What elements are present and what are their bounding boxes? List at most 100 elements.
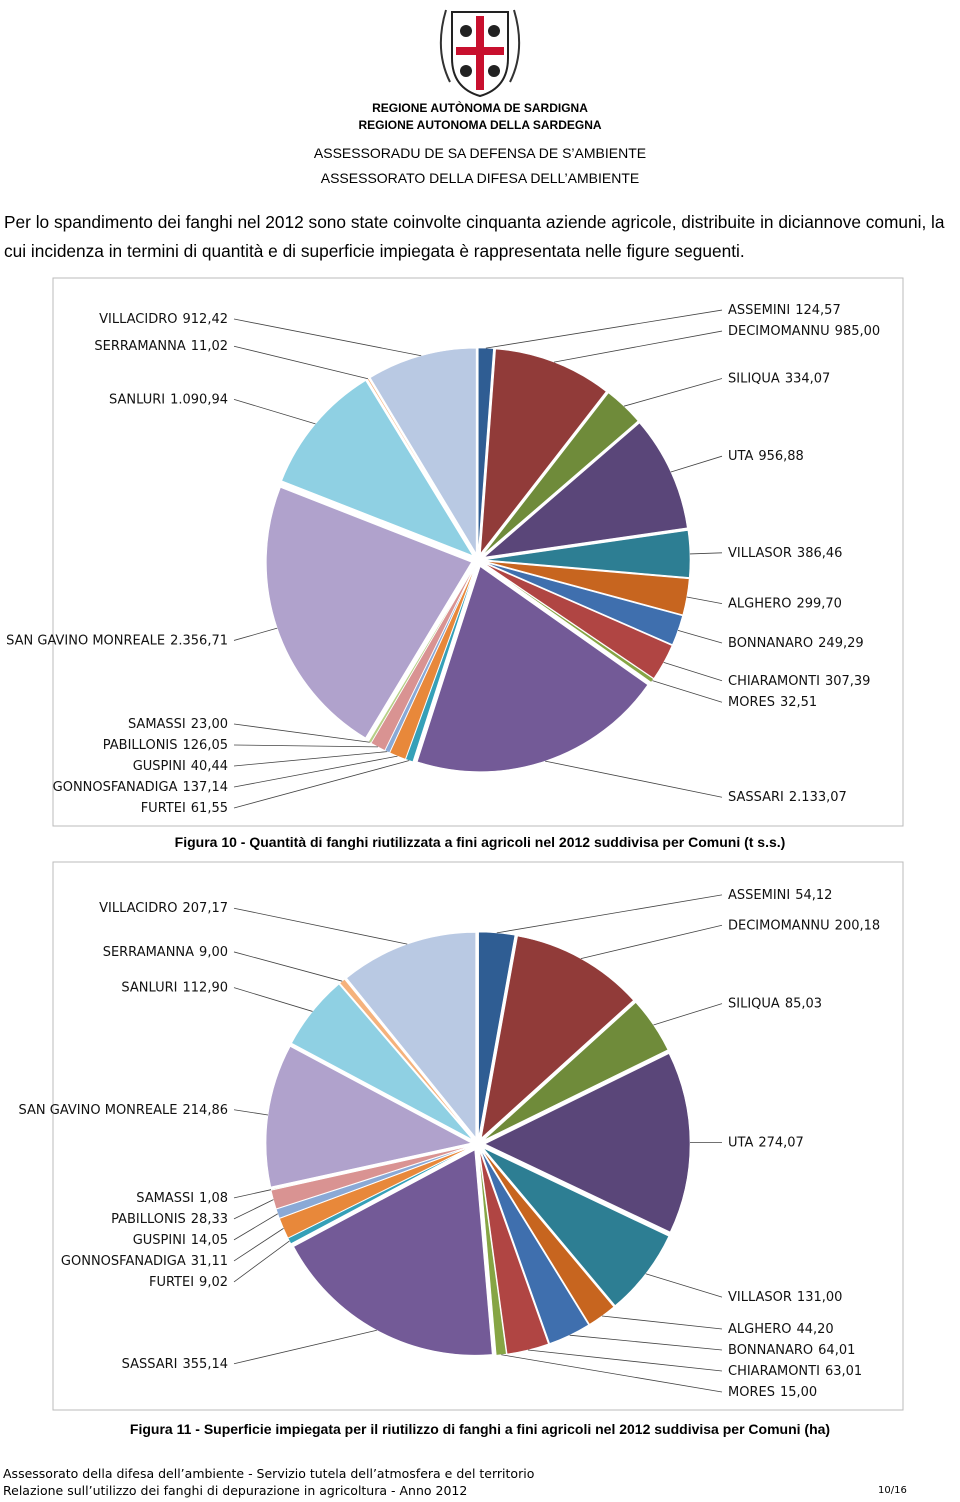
slice-label: SAMASSI 1,08: [136, 1190, 228, 1205]
slice-label: ALGHERO 44,20: [728, 1322, 834, 1337]
pie-slice: [483, 563, 654, 683]
pie-slice: [477, 347, 494, 554]
slice-value: 54,12: [795, 887, 832, 902]
header-region: REGIONE AUTONOMA DELLA SARDEGNA: [358, 118, 602, 132]
leader-line: [233, 1213, 278, 1241]
leader-line: [233, 398, 316, 425]
slice-category: ALGHERO: [728, 1322, 791, 1337]
leader-line: [663, 661, 723, 682]
leader-line: [652, 680, 723, 703]
leader-line: [233, 744, 378, 748]
slice-label: UTA 274,07: [728, 1135, 804, 1150]
leader-line: [233, 907, 408, 945]
slice-value: 334,07: [785, 371, 831, 386]
slice-label: SASSARI 355,14: [122, 1356, 228, 1371]
leader-line: [580, 924, 723, 959]
slice-category: UTA: [728, 1135, 753, 1150]
slice-label: FURTEI 9,02: [149, 1274, 228, 1289]
slice-label: SILIQUA 334,07: [728, 371, 830, 386]
pie-slice: [265, 1046, 472, 1188]
pie-slice: [483, 563, 673, 679]
slice-label: MORES 32,51: [728, 695, 817, 710]
slice-value: 31,11: [191, 1253, 228, 1268]
slice-label: SASSARI 2.133,07: [728, 790, 847, 805]
pie-slice: [369, 347, 477, 555]
pie-slice: [293, 1149, 493, 1356]
slice-category: UTA: [728, 449, 753, 464]
pie-slice: [483, 1148, 670, 1306]
leader-line: [233, 318, 422, 357]
slice-value: 15,00: [780, 1385, 817, 1400]
slice-label: CHIARAMONTI 63,01: [728, 1364, 862, 1379]
slice-value: 307,39: [825, 673, 871, 688]
slice-label: SILIQUA 85,03: [728, 996, 822, 1011]
slice-category: SANLURI: [109, 392, 165, 407]
leader-line: [677, 630, 723, 644]
pie-slice: [480, 348, 607, 555]
slice-value: 200,18: [835, 918, 881, 933]
slice-category: ASSEMINI: [728, 303, 790, 318]
caption: Figura 10 - Quantità di fanghi riutilizz…: [174, 834, 786, 850]
slice-value: 28,33: [191, 1211, 228, 1226]
slice-category: CHIARAMONTI: [728, 1364, 820, 1379]
slice-label: VILLACIDRO 912,42: [99, 312, 228, 327]
slice-value: 2.356,71: [170, 633, 228, 648]
caption: Figura 11 - Superficie impiegata per il …: [129, 1421, 831, 1437]
slice-label: DECIMOMANNU 985,00: [728, 324, 880, 339]
slice-label: PABILLONIS 126,05: [103, 738, 228, 753]
slice-value: 2.133,07: [789, 790, 847, 805]
slice-category: ASSEMINI: [728, 887, 790, 902]
slice-value: 1,08: [199, 1190, 228, 1205]
figure-frame: [52, 277, 904, 827]
header-dept: ASSESSORADU DE SA DEFENSA DE S’AMBIENTE: [313, 145, 647, 161]
pie-slice: [279, 1146, 472, 1239]
intro-text: Per lo spandimento dei fanghi nel 2012 s…: [4, 212, 945, 261]
slice-label: VILLASOR 131,00: [728, 1290, 842, 1305]
slice-label: SERRAMANNA 11,02: [94, 339, 228, 354]
slice-label: DECIMOMANNU 200,18: [728, 918, 880, 933]
slice-category: SANLURI: [121, 980, 177, 995]
slice-label: GUSPINI 40,44: [133, 759, 228, 774]
slice-category: MORES: [728, 1385, 775, 1400]
leader-line: [527, 1349, 723, 1372]
leader-line: [601, 1315, 723, 1330]
slice-label: SANLURI 112,90: [121, 980, 228, 995]
slice-value: 64,01: [818, 1343, 855, 1358]
leader-line: [233, 723, 370, 743]
slice-category: GUSPINI: [133, 1232, 186, 1247]
slice-category: VILLACIDRO: [99, 901, 177, 916]
slice-label: ALGHERO 299,70: [728, 596, 842, 611]
slice-category: MORES: [728, 695, 775, 710]
slice-category: SAMASSI: [136, 1190, 194, 1205]
pie-slice: [484, 1053, 691, 1233]
leader-line: [233, 1199, 274, 1220]
slice-value: 912,42: [183, 312, 229, 327]
slice-value: 956,88: [758, 449, 804, 464]
slice-label: SERRAMANNA 9,00: [103, 944, 228, 959]
slice-value: 61,55: [191, 801, 228, 816]
slice-value: 249,29: [818, 636, 864, 651]
leader-line: [545, 760, 723, 798]
slice-value: 299,70: [796, 596, 842, 611]
leader-line: [233, 345, 369, 380]
pie-slice: [368, 565, 475, 744]
slice-category: BONNANARO: [728, 1343, 813, 1358]
slice-category: SILIQUA: [728, 371, 780, 386]
leader-line: [233, 627, 278, 641]
slice-value: 44,20: [796, 1322, 833, 1337]
slice-label: SAN GAVINO MONREALE 2.356,71: [6, 633, 228, 648]
pie-slice: [483, 1002, 669, 1141]
slice-value: 40,44: [191, 759, 228, 774]
slice-value: 32,51: [780, 695, 817, 710]
leader-line: [233, 951, 343, 982]
slice-value: 11,02: [191, 339, 228, 354]
slice-category: ALGHERO: [728, 596, 791, 611]
slice-label: GONNOSFANADIGA 137,14: [53, 780, 228, 795]
slice-value: 14,05: [191, 1232, 228, 1247]
pie-slice: [370, 566, 475, 751]
slice-label: CHIARAMONTI 307,39: [728, 673, 870, 688]
slice-label: SAMASSI 23,00: [128, 717, 228, 732]
slice-label: VILLASOR 386,46: [728, 545, 842, 560]
slice-value: 137,14: [183, 780, 229, 795]
